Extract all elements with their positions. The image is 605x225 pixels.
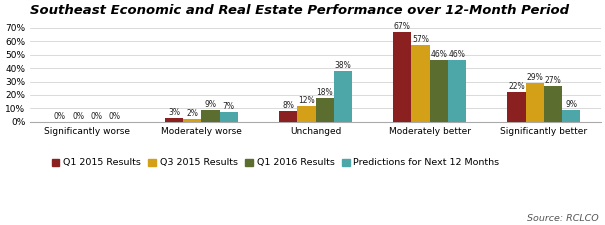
Bar [220, 112, 238, 122]
Bar [316, 98, 334, 122]
Bar [562, 110, 580, 122]
Text: 46%: 46% [430, 50, 447, 59]
Text: 8%: 8% [282, 101, 294, 110]
Text: 9%: 9% [204, 100, 217, 109]
Legend: Q1 2015 Results, Q3 2015 Results, Q1 2016 Results, Predictions for Next 12 Month: Q1 2015 Results, Q3 2015 Results, Q1 201… [48, 155, 503, 171]
Text: 12%: 12% [298, 96, 315, 105]
Text: 0%: 0% [72, 112, 84, 121]
Bar [507, 92, 526, 122]
Text: Southeast Economic and Real Estate Performance over 12-Month Period: Southeast Economic and Real Estate Perfo… [30, 4, 569, 17]
Text: 22%: 22% [508, 82, 525, 91]
Text: 0%: 0% [91, 112, 102, 121]
Text: 2%: 2% [186, 109, 198, 118]
Bar [165, 118, 183, 122]
Text: 0%: 0% [109, 112, 121, 121]
Text: 9%: 9% [565, 100, 577, 109]
Text: 57%: 57% [412, 35, 429, 44]
Bar [393, 32, 411, 122]
Bar [297, 106, 316, 122]
Text: 27%: 27% [544, 76, 561, 85]
Text: 67%: 67% [394, 22, 411, 31]
Bar [279, 111, 297, 122]
Text: 3%: 3% [168, 108, 180, 117]
Bar [183, 119, 201, 122]
Bar [411, 45, 430, 122]
Text: 46%: 46% [449, 50, 465, 59]
Bar [448, 60, 466, 122]
Text: 7%: 7% [223, 102, 235, 111]
Text: 0%: 0% [54, 112, 66, 121]
Text: 29%: 29% [526, 73, 543, 82]
Text: Source: RCLCO: Source: RCLCO [527, 214, 599, 223]
Text: 38%: 38% [335, 61, 352, 70]
Bar [334, 71, 352, 122]
Bar [201, 110, 220, 122]
Bar [544, 86, 562, 122]
Bar [526, 83, 544, 122]
Bar [430, 60, 448, 122]
Text: 18%: 18% [316, 88, 333, 97]
